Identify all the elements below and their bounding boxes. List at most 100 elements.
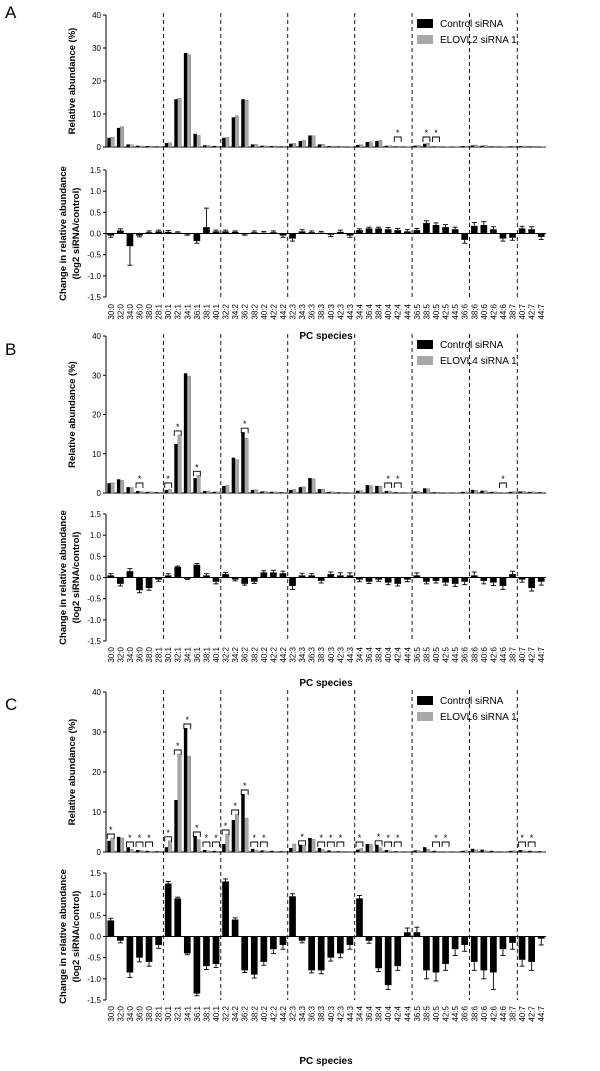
change-bar xyxy=(470,225,478,234)
control-bar xyxy=(241,794,245,852)
significance-bracket xyxy=(384,841,393,847)
significance-bracket xyxy=(317,841,326,847)
significance-bracket xyxy=(384,482,393,488)
category-label: 32:0 xyxy=(116,1005,125,1021)
control-bar xyxy=(269,850,274,852)
category-label: 36:4 xyxy=(365,303,374,319)
control-bar xyxy=(365,844,370,852)
bottom-y-tick-label: 1.5 xyxy=(90,869,102,878)
category-label: 38:4 xyxy=(375,1005,384,1021)
top-y-axis-title: Relative abundance (%) xyxy=(67,361,78,468)
change-bar xyxy=(432,577,440,581)
sirna-bar xyxy=(139,491,144,494)
control-bar xyxy=(489,850,494,852)
bottom-y-tick-label: -0.5 xyxy=(87,595,101,604)
significance-bracket xyxy=(355,841,364,847)
control-bar xyxy=(116,127,121,147)
top-y-tick-label: 20 xyxy=(92,77,101,86)
bottom-y-tick-label: -1.0 xyxy=(87,616,101,625)
category-label: 30:0 xyxy=(107,646,116,662)
sirna-bar xyxy=(512,850,517,853)
sirna-bar xyxy=(244,99,249,148)
significance-star: * xyxy=(262,833,266,843)
category-label: 38:1 xyxy=(202,646,211,662)
significance-bracket xyxy=(106,833,115,839)
category-label: 44:6 xyxy=(499,1005,508,1021)
change-bar xyxy=(499,936,507,950)
change-bar xyxy=(155,231,162,234)
control-bar xyxy=(241,99,245,147)
significance-star: * xyxy=(520,833,524,843)
category-label: 42:5 xyxy=(442,1005,451,1021)
change-bar xyxy=(279,936,287,945)
control-bar xyxy=(432,492,436,493)
change-bar xyxy=(499,233,507,239)
change-bar xyxy=(270,936,277,950)
category-label: 32:1 xyxy=(174,303,183,319)
category-label: 44:2 xyxy=(279,303,288,319)
control-bar xyxy=(183,728,188,852)
category-label: 42:7 xyxy=(528,1005,537,1021)
change-bar xyxy=(346,233,354,236)
category-label: 34:3 xyxy=(298,1005,307,1021)
category-label: 32:3 xyxy=(289,1005,298,1021)
category-label: 36:5 xyxy=(413,303,422,319)
x-axis-title: PC species xyxy=(299,331,353,342)
bottom-y-tick-label: -0.5 xyxy=(87,954,101,963)
change-bar xyxy=(509,233,516,238)
top-y-axis-title: Relative abundance (%) xyxy=(67,28,78,135)
significance-star: * xyxy=(444,833,448,843)
sirna-bar xyxy=(244,437,249,494)
sirna-bar xyxy=(359,144,364,148)
sirna-bar xyxy=(206,850,211,853)
top-y-tick-label: 20 xyxy=(92,768,101,777)
control-bar xyxy=(202,491,207,493)
change-bar xyxy=(346,936,354,945)
sirna-bar xyxy=(416,491,421,494)
change-bar xyxy=(451,936,459,950)
sirna-bar xyxy=(215,145,220,148)
category-label: 40:5 xyxy=(432,303,441,319)
control-bar xyxy=(260,491,264,493)
control-bar xyxy=(298,487,303,493)
control-bar xyxy=(528,850,532,852)
category-label: 36:4 xyxy=(365,1005,374,1021)
significance-star: * xyxy=(176,422,180,432)
category-label: 40:5 xyxy=(432,646,441,662)
control-bar xyxy=(537,851,542,852)
control-bar xyxy=(183,373,188,493)
top-y-tick-label: 0 xyxy=(97,848,102,857)
category-label: 44:3 xyxy=(346,303,355,319)
sirna-bar xyxy=(368,485,373,494)
sirna-bar xyxy=(177,753,182,853)
category-label: 38:2 xyxy=(250,303,259,319)
control-bar xyxy=(136,491,140,493)
control-bar xyxy=(289,489,293,493)
control-bar xyxy=(336,492,341,493)
significance-star: * xyxy=(128,833,132,843)
sirna-bar xyxy=(273,491,277,494)
control-bar xyxy=(202,850,207,852)
control-bar xyxy=(269,146,274,147)
legend-control-swatch xyxy=(417,340,433,349)
change-bar xyxy=(432,936,440,973)
sirna-bar xyxy=(521,850,526,853)
sirna-bar xyxy=(416,145,421,148)
sirna-bar xyxy=(177,98,182,148)
control-bar xyxy=(250,489,255,493)
category-label: 38:3 xyxy=(317,1005,326,1021)
sirna-bar xyxy=(435,492,440,494)
control-bar xyxy=(394,851,398,852)
control-bar xyxy=(394,492,398,493)
sirna-bar xyxy=(512,491,517,494)
sirna-bar xyxy=(426,488,431,494)
control-bar xyxy=(107,137,111,147)
category-label: 38:1 xyxy=(202,303,211,319)
category-label: 36:6 xyxy=(461,303,470,319)
sirna-bar xyxy=(321,849,325,853)
change-bar xyxy=(193,936,201,994)
change-bar xyxy=(260,232,268,234)
sirna-bar xyxy=(110,136,115,148)
sirna-bar xyxy=(474,849,478,853)
control-bar xyxy=(375,141,379,147)
